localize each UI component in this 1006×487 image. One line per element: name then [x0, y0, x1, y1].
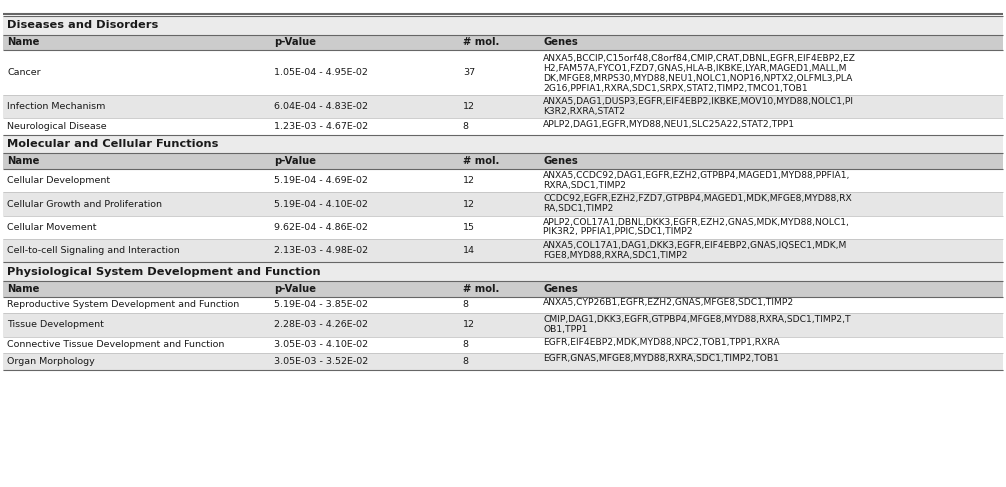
Text: OB1,TPP1: OB1,TPP1 — [543, 325, 588, 334]
Text: Cellular Development: Cellular Development — [7, 176, 111, 185]
Bar — [3, 313, 1003, 337]
Text: CCDC92,EGFR,EZH2,FZD7,GTPBP4,MAGED1,MDK,MFGE8,MYD88,RX: CCDC92,EGFR,EZH2,FZD7,GTPBP4,MAGED1,MDK,… — [543, 194, 852, 203]
Text: Infection Mechanism: Infection Mechanism — [7, 102, 106, 111]
Text: Genes: Genes — [543, 156, 578, 166]
Text: p-Value: p-Value — [274, 37, 316, 47]
Text: p-Value: p-Value — [274, 156, 316, 166]
Text: Name: Name — [7, 37, 39, 47]
Text: 37: 37 — [463, 68, 475, 77]
Text: Cellular Growth and Proliferation: Cellular Growth and Proliferation — [7, 200, 162, 208]
Text: ANXA5,CYP26B1,EGFR,EZH2,GNAS,MFGE8,SDC1,TIMP2: ANXA5,CYP26B1,EGFR,EZH2,GNAS,MFGE8,SDC1,… — [543, 298, 795, 307]
Text: PIK3R2, PPFIA1,PPIC,SDC1,TIMP2: PIK3R2, PPFIA1,PPIC,SDC1,TIMP2 — [543, 227, 693, 236]
Text: 5.19E-04 - 4.69E-02: 5.19E-04 - 4.69E-02 — [274, 176, 367, 185]
Text: Organ Morphology: Organ Morphology — [7, 357, 95, 366]
Text: 8: 8 — [463, 300, 469, 309]
Text: 3.05E-03 - 3.52E-02: 3.05E-03 - 3.52E-02 — [274, 357, 368, 366]
Text: # mol.: # mol. — [463, 156, 499, 166]
Bar — [3, 353, 1003, 370]
Text: 2.28E-03 - 4.26E-02: 2.28E-03 - 4.26E-02 — [274, 320, 367, 329]
Text: DK,MFGE8,MRPS30,MYD88,NEU1,NOLC1,NOP16,NPTX2,OLFML3,PLA: DK,MFGE8,MRPS30,MYD88,NEU1,NOLC1,NOP16,N… — [543, 74, 853, 83]
Text: p-Value: p-Value — [274, 284, 316, 294]
Bar — [3, 95, 1003, 118]
Text: APLP2,DAG1,EGFR,MYD88,NEU1,SLC25A22,STAT2,TPP1: APLP2,DAG1,EGFR,MYD88,NEU1,SLC25A22,STAT… — [543, 120, 795, 129]
Text: 12: 12 — [463, 102, 475, 111]
Text: ANXA5,CCDC92,DAG1,EGFR,EZH2,GTPBP4,MAGED1,MYD88,PPFIA1,: ANXA5,CCDC92,DAG1,EGFR,EZH2,GTPBP4,MAGED… — [543, 171, 851, 180]
Text: 8: 8 — [463, 340, 469, 349]
Text: 1.23E-03 - 4.67E-02: 1.23E-03 - 4.67E-02 — [274, 122, 368, 131]
Bar — [3, 16, 1003, 35]
Text: CMIP,DAG1,DKK3,EGFR,GTPBP4,MFGE8,MYD88,RXRA,SDC1,TIMP2,T: CMIP,DAG1,DKK3,EGFR,GTPBP4,MFGE8,MYD88,R… — [543, 315, 851, 324]
Text: ANXA5,DAG1,DUSP3,EGFR,EIF4EBP2,IKBKE,MOV10,MYD88,NOLC1,PI: ANXA5,DAG1,DUSP3,EGFR,EIF4EBP2,IKBKE,MOV… — [543, 97, 854, 106]
Text: 6.04E-04 - 4.83E-02: 6.04E-04 - 4.83E-02 — [274, 102, 367, 111]
Text: Cellular Movement: Cellular Movement — [7, 223, 97, 232]
Text: Name: Name — [7, 284, 39, 294]
Text: ANXA5,COL17A1,DAG1,DKK3,EGFR,EIF4EBP2,GNAS,IQSEC1,MDK,M: ANXA5,COL17A1,DAG1,DKK3,EGFR,EIF4EBP2,GN… — [543, 241, 848, 250]
Text: 15: 15 — [463, 223, 475, 232]
Text: 14: 14 — [463, 246, 475, 255]
Text: APLP2,COL17A1,DBNL,DKK3,EGFR,EZH2,GNAS,MDK,MYD88,NOLC1,: APLP2,COL17A1,DBNL,DKK3,EGFR,EZH2,GNAS,M… — [543, 218, 850, 226]
Text: 12: 12 — [463, 200, 475, 208]
Text: Physiological System Development and Function: Physiological System Development and Fun… — [7, 267, 321, 277]
Text: 2.13E-03 - 4.98E-02: 2.13E-03 - 4.98E-02 — [274, 246, 368, 255]
Text: 12: 12 — [463, 320, 475, 329]
Text: Molecular and Cellular Functions: Molecular and Cellular Functions — [7, 139, 218, 149]
Bar — [3, 192, 1003, 216]
Text: Name: Name — [7, 156, 39, 166]
Bar — [3, 135, 1003, 153]
Text: # mol.: # mol. — [463, 284, 499, 294]
Bar — [3, 297, 1003, 313]
Text: 5.19E-04 - 3.85E-02: 5.19E-04 - 3.85E-02 — [274, 300, 367, 309]
Bar — [3, 239, 1003, 262]
Text: EGFR,EIF4EBP2,MDK,MYD88,NPC2,TOB1,TPP1,RXRA: EGFR,EIF4EBP2,MDK,MYD88,NPC2,TOB1,TPP1,R… — [543, 338, 780, 347]
Text: Connective Tissue Development and Function: Connective Tissue Development and Functi… — [7, 340, 224, 349]
Text: Tissue Development: Tissue Development — [7, 320, 104, 329]
Bar — [3, 262, 1003, 281]
Bar — [3, 35, 1003, 50]
Bar — [3, 50, 1003, 95]
Text: Cancer: Cancer — [7, 68, 40, 77]
Text: 5.19E-04 - 4.10E-02: 5.19E-04 - 4.10E-02 — [274, 200, 367, 208]
Text: 8: 8 — [463, 357, 469, 366]
Bar — [3, 281, 1003, 297]
Text: 12: 12 — [463, 176, 475, 185]
Text: # mol.: # mol. — [463, 37, 499, 47]
Text: 1.05E-04 - 4.95E-02: 1.05E-04 - 4.95E-02 — [274, 68, 367, 77]
Text: 2G16,PPFIA1,RXRA,SDC1,SRPX,STAT2,TIMP2,TMCO1,TOB1: 2G16,PPFIA1,RXRA,SDC1,SRPX,STAT2,TIMP2,T… — [543, 84, 808, 94]
Text: 9.62E-04 - 4.86E-02: 9.62E-04 - 4.86E-02 — [274, 223, 367, 232]
Text: Cell-to-cell Signaling and Interaction: Cell-to-cell Signaling and Interaction — [7, 246, 180, 255]
Bar — [3, 216, 1003, 239]
Bar — [3, 153, 1003, 169]
Text: K3R2,RXRA,STAT2: K3R2,RXRA,STAT2 — [543, 107, 626, 115]
Text: Genes: Genes — [543, 284, 578, 294]
Bar — [3, 169, 1003, 192]
Text: RXRA,SDC1,TIMP2: RXRA,SDC1,TIMP2 — [543, 181, 627, 189]
Text: Reproductive System Development and Function: Reproductive System Development and Func… — [7, 300, 239, 309]
Bar — [3, 118, 1003, 135]
Text: FGE8,MYD88,RXRA,SDC1,TIMP2: FGE8,MYD88,RXRA,SDC1,TIMP2 — [543, 251, 688, 260]
Bar — [3, 337, 1003, 353]
Text: 8: 8 — [463, 122, 469, 131]
Text: 3.05E-03 - 4.10E-02: 3.05E-03 - 4.10E-02 — [274, 340, 368, 349]
Text: RA,SDC1,TIMP2: RA,SDC1,TIMP2 — [543, 204, 614, 213]
Text: ANXA5,BCCIP,C15orf48,C8orf84,CMIP,CRAT,DBNL,EGFR,EIF4EBP2,EZ: ANXA5,BCCIP,C15orf48,C8orf84,CMIP,CRAT,D… — [543, 54, 856, 63]
Text: Neurological Disease: Neurological Disease — [7, 122, 107, 131]
Text: Genes: Genes — [543, 37, 578, 47]
Text: H2,FAM57A,FYCO1,FZD7,GNAS,HLA-B,IKBKE,LYAR,MAGED1,MALL,M: H2,FAM57A,FYCO1,FZD7,GNAS,HLA-B,IKBKE,LY… — [543, 64, 847, 73]
Text: EGFR,GNAS,MFGE8,MYD88,RXRA,SDC1,TIMP2,TOB1: EGFR,GNAS,MFGE8,MYD88,RXRA,SDC1,TIMP2,TO… — [543, 355, 779, 363]
Text: Diseases and Disorders: Diseases and Disorders — [7, 20, 158, 30]
